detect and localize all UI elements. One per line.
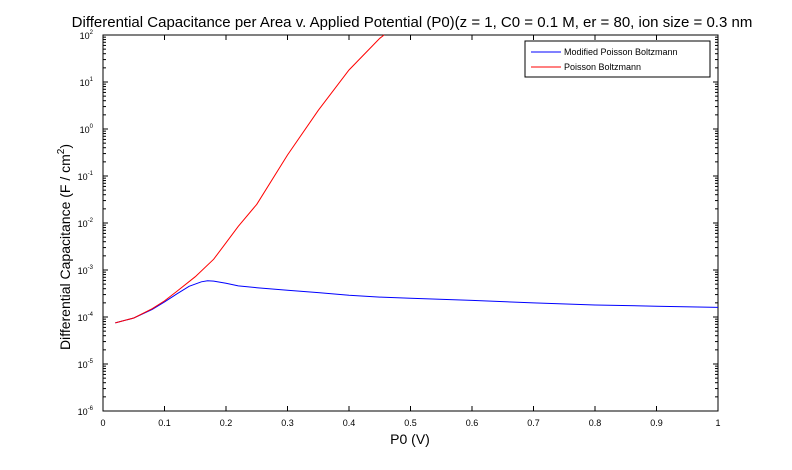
y-tick-label: 10-2 xyxy=(78,218,94,229)
y-axis-label-exponent: 2 xyxy=(56,148,67,154)
x-tick-label: 0 xyxy=(100,418,105,428)
y-tick-label-exponent: -4 xyxy=(88,312,94,318)
x-tick-label: 0.7 xyxy=(527,418,540,428)
y-tick-label: 102 xyxy=(80,30,94,41)
y-tick-label-exponent: 2 xyxy=(90,30,94,36)
y-tick-label-base: 10 xyxy=(80,125,90,135)
y-tick-label-base: 10 xyxy=(78,313,88,323)
x-tick-label: 0.9 xyxy=(650,418,663,428)
y-tick-label-exponent: -5 xyxy=(88,359,94,365)
legend-label: Modified Poisson Boltzmann xyxy=(564,47,678,57)
y-axis-label: Differential Capacitance (F / cm2) xyxy=(56,144,73,350)
y-tick-label-exponent: 0 xyxy=(90,124,94,130)
legend: Modified Poisson Boltzmann Poisson Boltzm… xyxy=(524,40,711,78)
y-tick-label-exponent: -3 xyxy=(88,265,94,271)
y-tick-label-exponent: 1 xyxy=(90,77,94,83)
y-tick-label: 100 xyxy=(80,124,94,135)
y-tick-label: 10-3 xyxy=(78,265,94,276)
x-tick-label: 0.8 xyxy=(589,418,602,428)
y-tick-label: 10-1 xyxy=(78,171,94,182)
x-tick-label: 0.6 xyxy=(466,418,479,428)
x-axis-label: P0 (V) xyxy=(390,431,430,447)
x-tick-label: 1 xyxy=(715,418,720,428)
y-tick-label-base: 10 xyxy=(78,360,88,370)
y-tick-label: 10-4 xyxy=(78,312,94,323)
y-tick-label-base: 10 xyxy=(78,407,88,417)
legend-box xyxy=(524,40,711,78)
y-tick-label-base: 10 xyxy=(80,31,90,41)
y-tick-label-base: 10 xyxy=(78,172,88,182)
x-tick-label: 0.3 xyxy=(281,418,294,428)
plot-frame xyxy=(102,34,719,412)
axis-ticks: 0 0.1 0.2 0.3 0.4 0.5 0.6 0.7 0.8 0.9 110-610-510-… xyxy=(78,30,721,428)
x-tick-label: 0.1 xyxy=(158,418,171,428)
y-axis-label-tail: ) xyxy=(57,144,73,149)
x-tick-label: 0.5 xyxy=(404,418,417,428)
x-tick-label: 0.2 xyxy=(220,418,233,428)
y-tick-label-base: 10 xyxy=(78,266,88,276)
series-line-poisson-boltzmann xyxy=(115,34,385,324)
legend-label: Poisson Boltzmann xyxy=(564,62,641,72)
x-tick-label: 0.4 xyxy=(343,418,356,428)
y-tick-label-exponent: -1 xyxy=(88,171,94,177)
series-layer xyxy=(115,34,719,324)
y-tick-label-base: 10 xyxy=(80,78,90,88)
y-tick-label: 10-5 xyxy=(78,359,94,370)
chart-title: Differential Capacitance per Area v. App… xyxy=(72,14,753,31)
y-axis-label-main: Differential Capacitance (F / cm xyxy=(57,154,73,350)
y-tick-label-exponent: -6 xyxy=(88,406,94,412)
y-tick-label-base: 10 xyxy=(78,219,88,229)
series-line-modified-poisson-boltzmann xyxy=(115,280,719,324)
y-tick-label-exponent: -2 xyxy=(88,218,94,224)
y-tick-label: 10-6 xyxy=(78,406,94,417)
y-tick-label: 101 xyxy=(80,77,94,88)
